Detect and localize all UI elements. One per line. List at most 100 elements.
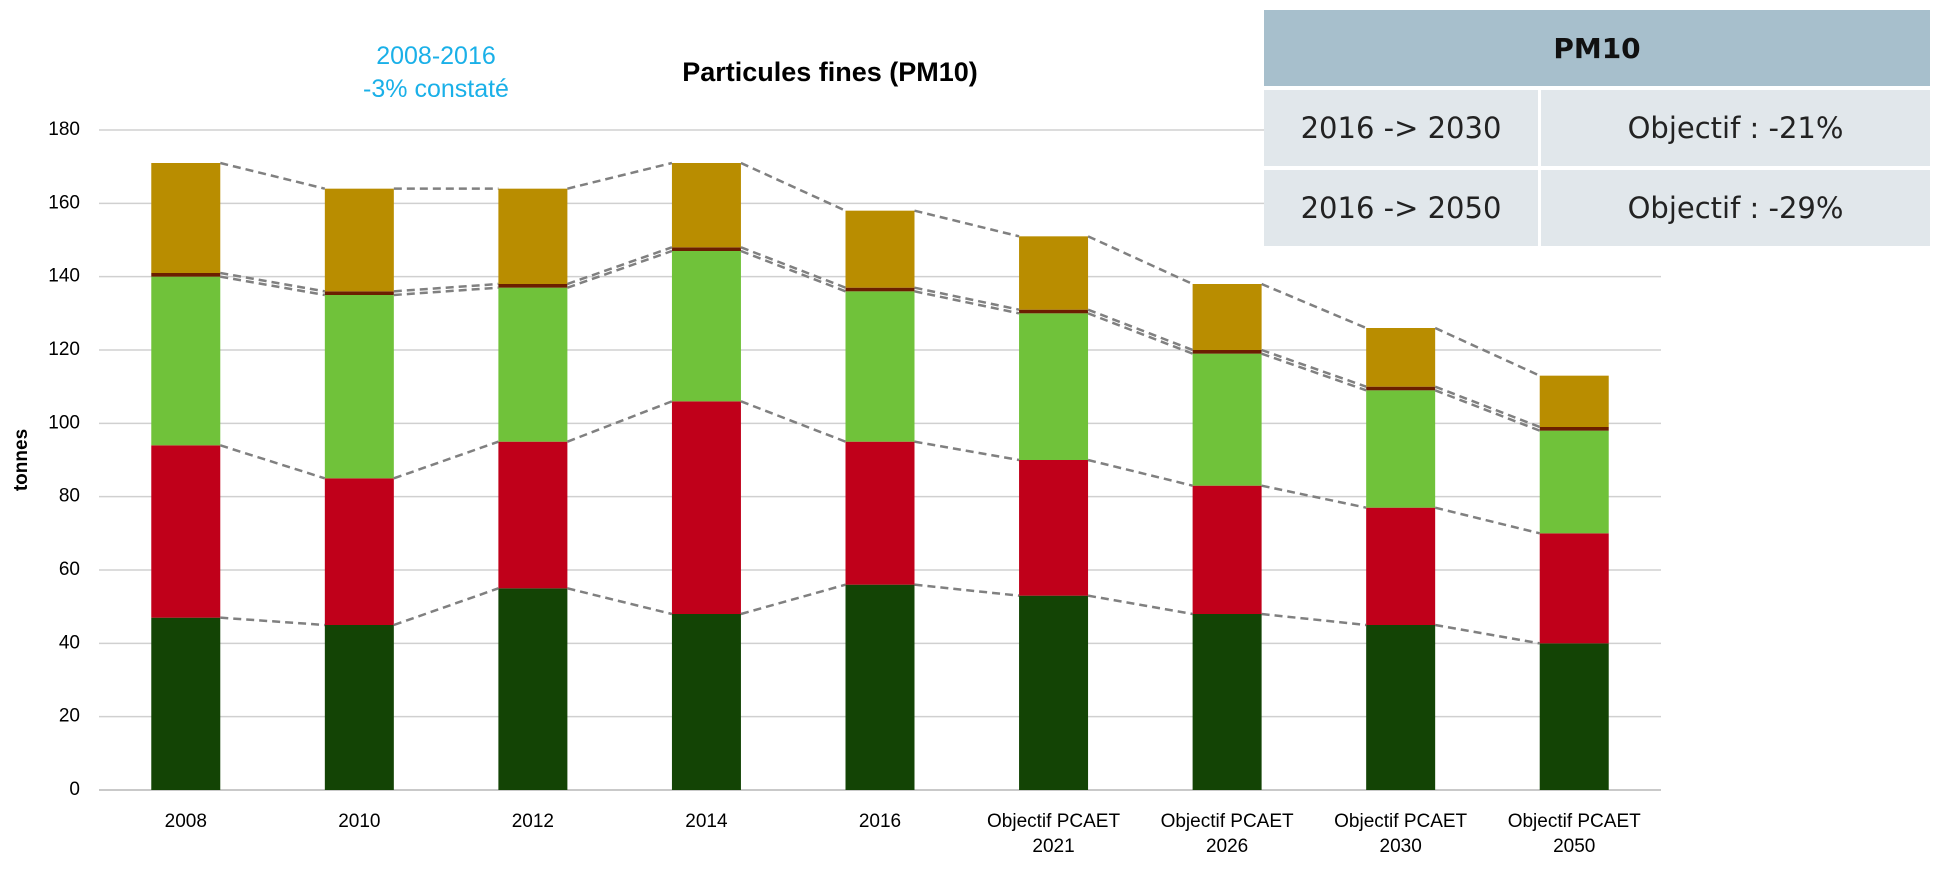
connector [566, 249, 673, 289]
bar-segment [1539, 430, 1609, 534]
bar-segment [151, 163, 221, 273]
connector [393, 587, 499, 627]
connector [1261, 612, 1367, 627]
x-tick-label: 2014 [685, 811, 728, 832]
connector [393, 282, 499, 293]
bar-segment [1366, 328, 1436, 387]
bar-segment [1539, 427, 1609, 431]
y-tick-label: 0 [69, 779, 80, 800]
bar-segment [324, 625, 394, 790]
y-tick-label: 40 [59, 632, 80, 653]
y-tick-label: 140 [48, 266, 80, 287]
bar-segment [1019, 313, 1089, 460]
x-tick-label: 2016 [858, 811, 902, 832]
chart-title: Particules fines (PM10) [682, 57, 978, 87]
bar-segment [324, 295, 394, 479]
y-tick-label: 120 [48, 339, 80, 360]
connector [393, 440, 499, 480]
connector [1087, 308, 1194, 352]
bar-segment [498, 287, 568, 442]
connector [220, 616, 325, 627]
connector [1434, 506, 1541, 535]
y-tick-label: 100 [48, 412, 80, 433]
y-axis-label: tonnes [11, 429, 32, 491]
bar-segment [1539, 533, 1609, 644]
connector [914, 583, 1020, 597]
annotation: 2008-2016 -3% constaté [363, 42, 509, 103]
bar-segment [845, 210, 915, 288]
summary-table: PM10 2016 -> 2030 Objectif : -21% 2016 ->… [1264, 6, 1930, 250]
bar-segment [1192, 614, 1262, 790]
bar-segment [324, 291, 394, 295]
connector [1087, 312, 1194, 355]
connector [914, 209, 1020, 238]
bar-segment [1019, 460, 1089, 596]
bar-segment [1366, 390, 1436, 508]
x-tick-label: Objectif PCAET 2021 [987, 811, 1121, 857]
bar-segment [498, 284, 568, 288]
connector [1261, 352, 1367, 392]
bar-segment [845, 291, 915, 442]
bar-segment [671, 163, 741, 248]
y-tick-label: 180 [48, 119, 80, 140]
connector [219, 161, 326, 190]
x-tick-label: 2012 [511, 811, 555, 832]
connector [914, 286, 1020, 311]
bar-segment [1192, 353, 1262, 486]
connector [1087, 594, 1193, 616]
bar-segment [1192, 485, 1262, 614]
bar-segment [845, 287, 915, 292]
bar-segment [498, 188, 568, 284]
bar-segment [671, 401, 741, 614]
connector [219, 444, 326, 480]
connector [914, 290, 1020, 315]
connector [1434, 623, 1540, 645]
x-tick-label: Objectif PCAET 2030 [1334, 811, 1468, 857]
connector [1261, 348, 1367, 388]
bar-segment [1192, 350, 1262, 354]
bar-segment [498, 588, 568, 790]
table-cell: Objectif : -29% [1538, 170, 1930, 246]
bar-segment [151, 273, 221, 277]
connector [1434, 326, 1541, 377]
connector [740, 400, 846, 443]
connector [566, 400, 673, 443]
bar-segment [324, 478, 394, 625]
connector [740, 246, 846, 289]
bar-segment [671, 614, 741, 790]
connector [914, 440, 1020, 462]
bar-segment [1366, 386, 1436, 391]
bar-segment [151, 276, 221, 446]
connector [220, 271, 326, 293]
y-tick-label: 20 [59, 706, 80, 727]
bar-segment [1019, 236, 1089, 310]
connector [1087, 235, 1194, 286]
connector [220, 275, 326, 297]
y-tick-label: 160 [48, 192, 80, 213]
x-tick-label: 2010 [338, 811, 381, 832]
connector [1434, 389, 1541, 432]
table-cell: 2016 -> 2030 [1264, 90, 1538, 166]
bar-segment [845, 441, 915, 585]
bar-segment [151, 445, 221, 618]
bar-segment [151, 617, 221, 790]
bar-segment [845, 584, 915, 790]
connector [740, 161, 847, 212]
bar-segment [671, 251, 741, 402]
y-tick-label: 60 [59, 559, 80, 580]
bar-segment [1366, 625, 1436, 790]
bar-segment [1539, 643, 1609, 790]
bar-segment [1192, 284, 1262, 350]
bar-segment [1019, 309, 1089, 314]
table-cell: Objectif : -21% [1538, 90, 1930, 166]
bar-segment [498, 441, 568, 589]
connector [567, 587, 673, 616]
connector [393, 286, 499, 297]
table-header: PM10 [1264, 10, 1930, 86]
bar-segment [1019, 595, 1089, 790]
connector [740, 583, 846, 616]
bar-segment [1539, 375, 1609, 427]
x-tick-label: Objectif PCAET 2050 [1507, 811, 1641, 857]
bar-segment [1366, 507, 1436, 625]
